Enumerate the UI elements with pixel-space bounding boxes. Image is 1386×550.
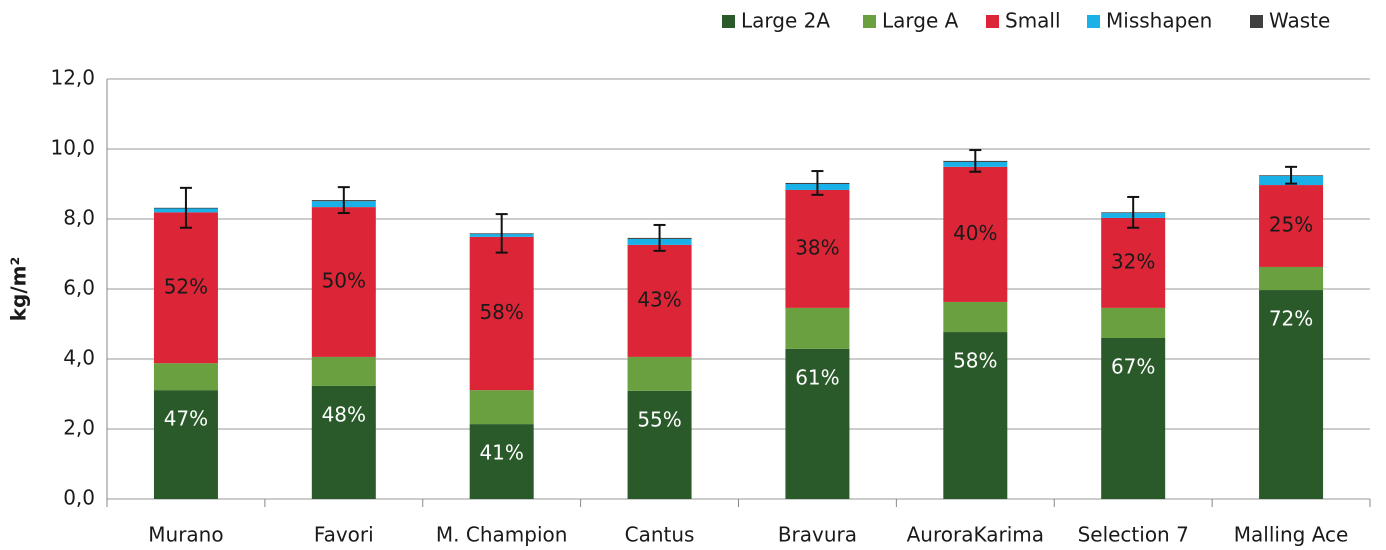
segment-label: 38%: [795, 235, 839, 259]
legend-swatch: [1250, 15, 1263, 28]
x-tick-label: Selection 7: [1078, 523, 1189, 547]
legend-label: Misshapen: [1106, 9, 1212, 33]
legend-swatch: [986, 15, 999, 28]
bar-segment: [943, 301, 1008, 333]
bar-segment: [153, 390, 218, 499]
segment-label: 67%: [1111, 355, 1155, 379]
segment-label: 32%: [1111, 249, 1155, 273]
bar-segment: [627, 244, 692, 357]
x-tick-label: AuroraKarima: [907, 523, 1044, 547]
segment-label: 41%: [479, 441, 523, 465]
y-tick-label: 0,0: [63, 486, 95, 510]
bar-segment: [311, 385, 376, 499]
bar-segment: [1101, 338, 1166, 499]
bar-segment: [153, 212, 218, 364]
bar-segment: [785, 307, 850, 349]
bar-segment: [1101, 307, 1166, 338]
segment-label: 61%: [795, 365, 839, 389]
segment-label: 52%: [164, 274, 208, 298]
segment-label: 50%: [322, 269, 366, 293]
bar-segment: [943, 166, 1008, 302]
bar-segment: [311, 356, 376, 386]
legend-swatch: [722, 15, 735, 28]
segment-label: 58%: [479, 300, 523, 324]
bar-segment: [1101, 217, 1166, 308]
x-tick-label: Murano: [148, 523, 223, 547]
bar-segment: [469, 236, 534, 391]
legend-label: Large A: [882, 9, 959, 33]
segment-label: 48%: [322, 402, 366, 426]
legend-label: Large 2A: [741, 9, 830, 33]
y-tick-label: 2,0: [63, 416, 95, 440]
bar-segment: [1259, 290, 1324, 499]
legend-swatch: [863, 15, 876, 28]
bar-segment: [469, 390, 534, 425]
y-tick-label: 10,0: [50, 136, 95, 160]
bar-segment: [785, 348, 850, 499]
segment-label: 55%: [637, 407, 681, 431]
bar-segment: [1259, 266, 1324, 291]
legend-swatch: [1087, 15, 1100, 28]
bar-segment: [943, 332, 1008, 499]
bar-segment: [627, 390, 692, 499]
bar-segment: [153, 363, 218, 391]
x-tick-label: Favori: [314, 523, 374, 547]
segment-label: 40%: [953, 221, 997, 245]
y-tick-label: 8,0: [63, 206, 95, 230]
bar-segment: [785, 189, 850, 308]
y-axis-label: kg/m²: [7, 257, 31, 322]
x-tick-label: Bravura: [778, 523, 857, 547]
bar-segment: [627, 356, 692, 391]
y-tick-label: 12,0: [50, 66, 95, 90]
bar-segment: [1259, 185, 1324, 267]
segment-label: 25%: [1269, 213, 1313, 237]
segment-label: 72%: [1269, 307, 1313, 331]
x-tick-label: Cantus: [625, 523, 695, 547]
bar-segment: [469, 424, 534, 499]
segment-label: 47%: [164, 407, 208, 431]
bar-segment: [311, 207, 376, 357]
x-tick-label: M. Champion: [436, 523, 568, 547]
y-tick-label: 4,0: [63, 346, 95, 370]
x-tick-label: Malling Ace: [1234, 523, 1349, 547]
legend-label: Waste: [1269, 9, 1330, 33]
segment-label: 43%: [637, 287, 681, 311]
legend-label: Small: [1005, 9, 1061, 33]
segment-label: 58%: [953, 349, 997, 373]
y-tick-label: 6,0: [63, 276, 95, 300]
